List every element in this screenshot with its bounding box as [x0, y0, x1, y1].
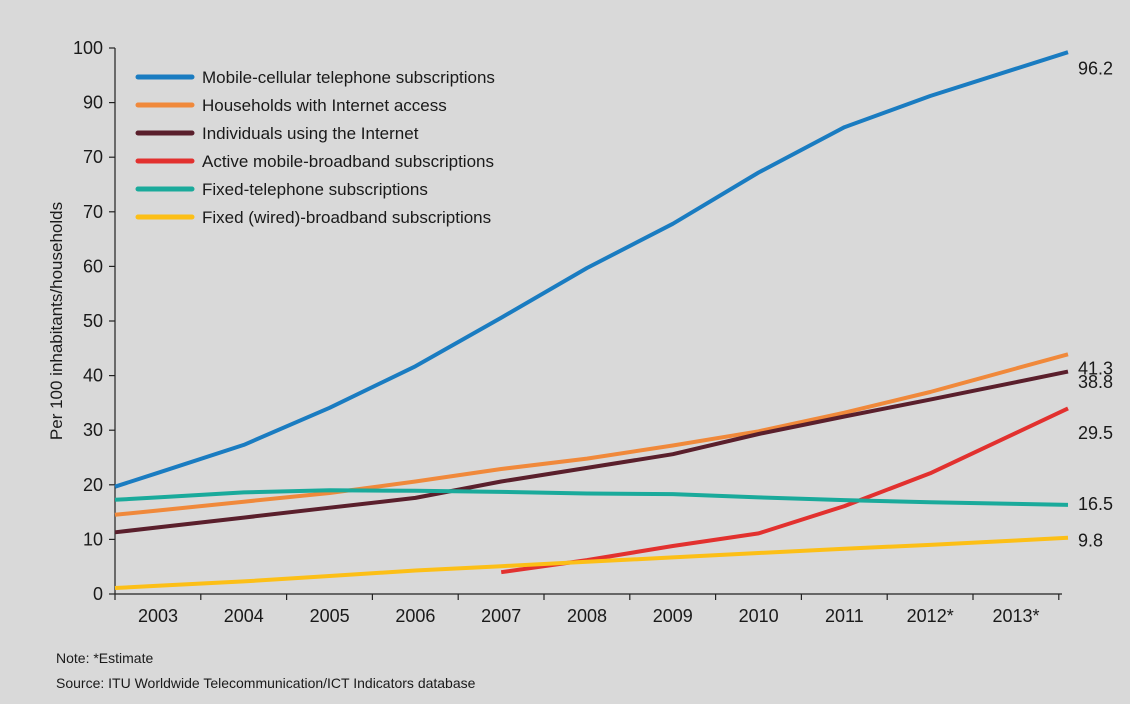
end-value-label: 38.8 [1078, 372, 1113, 392]
legend-label: Mobile-cellular telephone subscriptions [202, 68, 495, 87]
series-line [114, 352, 1069, 517]
x-tick-label: 2007 [481, 606, 521, 626]
legend-label: Individuals using the Internet [202, 124, 419, 143]
x-tick-label: 2003 [138, 606, 178, 626]
end-labels: 96.2 41.338.8 29.5 16.5 9.8 [1078, 59, 1113, 551]
y-tick-label: 30 [83, 420, 103, 440]
legend-label: Households with Internet access [202, 96, 447, 115]
series-line [114, 369, 1069, 535]
axes: 0 10 20 30 40 50 60 70 70 90 100 2003 2004 2005 2006 20… [47, 38, 1062, 626]
x-tick-label: 2013* [992, 606, 1039, 626]
x-tick-label: 2006 [395, 606, 435, 626]
y-axis-title: Per 100 inhabitants/households [47, 202, 66, 440]
series-lines [114, 50, 1069, 590]
y-tick-label: 60 [83, 256, 103, 276]
series-line [114, 488, 1069, 507]
y-tick-label: 0 [93, 584, 103, 604]
x-tick-label: 2008 [567, 606, 607, 626]
y-tick-label: 50 [83, 311, 103, 331]
end-value-label: 96.2 [1078, 59, 1113, 79]
end-value-label: 16.5 [1078, 494, 1113, 514]
source-text: Source: ITU Worldwide Telecommunication/… [56, 675, 476, 691]
y-tick-label: 20 [83, 475, 103, 495]
x-tick-label: 2012* [907, 606, 954, 626]
x-tick-label: 2005 [310, 606, 350, 626]
y-tick-label: 40 [83, 366, 103, 386]
y-tick-label: 100 [73, 38, 103, 58]
legend: Mobile-cellular telephone subscriptions H… [135, 68, 495, 227]
end-value-label: 29.5 [1078, 423, 1113, 443]
end-value-label: 9.8 [1078, 530, 1103, 550]
end-value-label: 41.3 [1078, 359, 1113, 379]
y-tick-label: 70 [83, 147, 103, 167]
series-line [114, 50, 1069, 489]
y-tick-label: 90 [83, 93, 103, 113]
series-line [500, 406, 1069, 575]
note-text: Note: *Estimate [56, 650, 154, 666]
y-tick-label: 10 [83, 529, 103, 549]
x-tick-label: 2011 [825, 606, 864, 626]
x-tick-label: 2010 [739, 606, 779, 626]
legend-label: Fixed (wired)-broadband subscriptions [202, 208, 491, 227]
x-tick-label: 2009 [653, 606, 693, 626]
y-tick-label: 70 [83, 202, 103, 222]
series-line [114, 535, 1069, 590]
legend-label: Fixed-telephone subscriptions [202, 180, 428, 199]
x-tick-label: 2004 [224, 606, 264, 626]
legend-label: Active mobile-broadband subscriptions [202, 152, 494, 171]
